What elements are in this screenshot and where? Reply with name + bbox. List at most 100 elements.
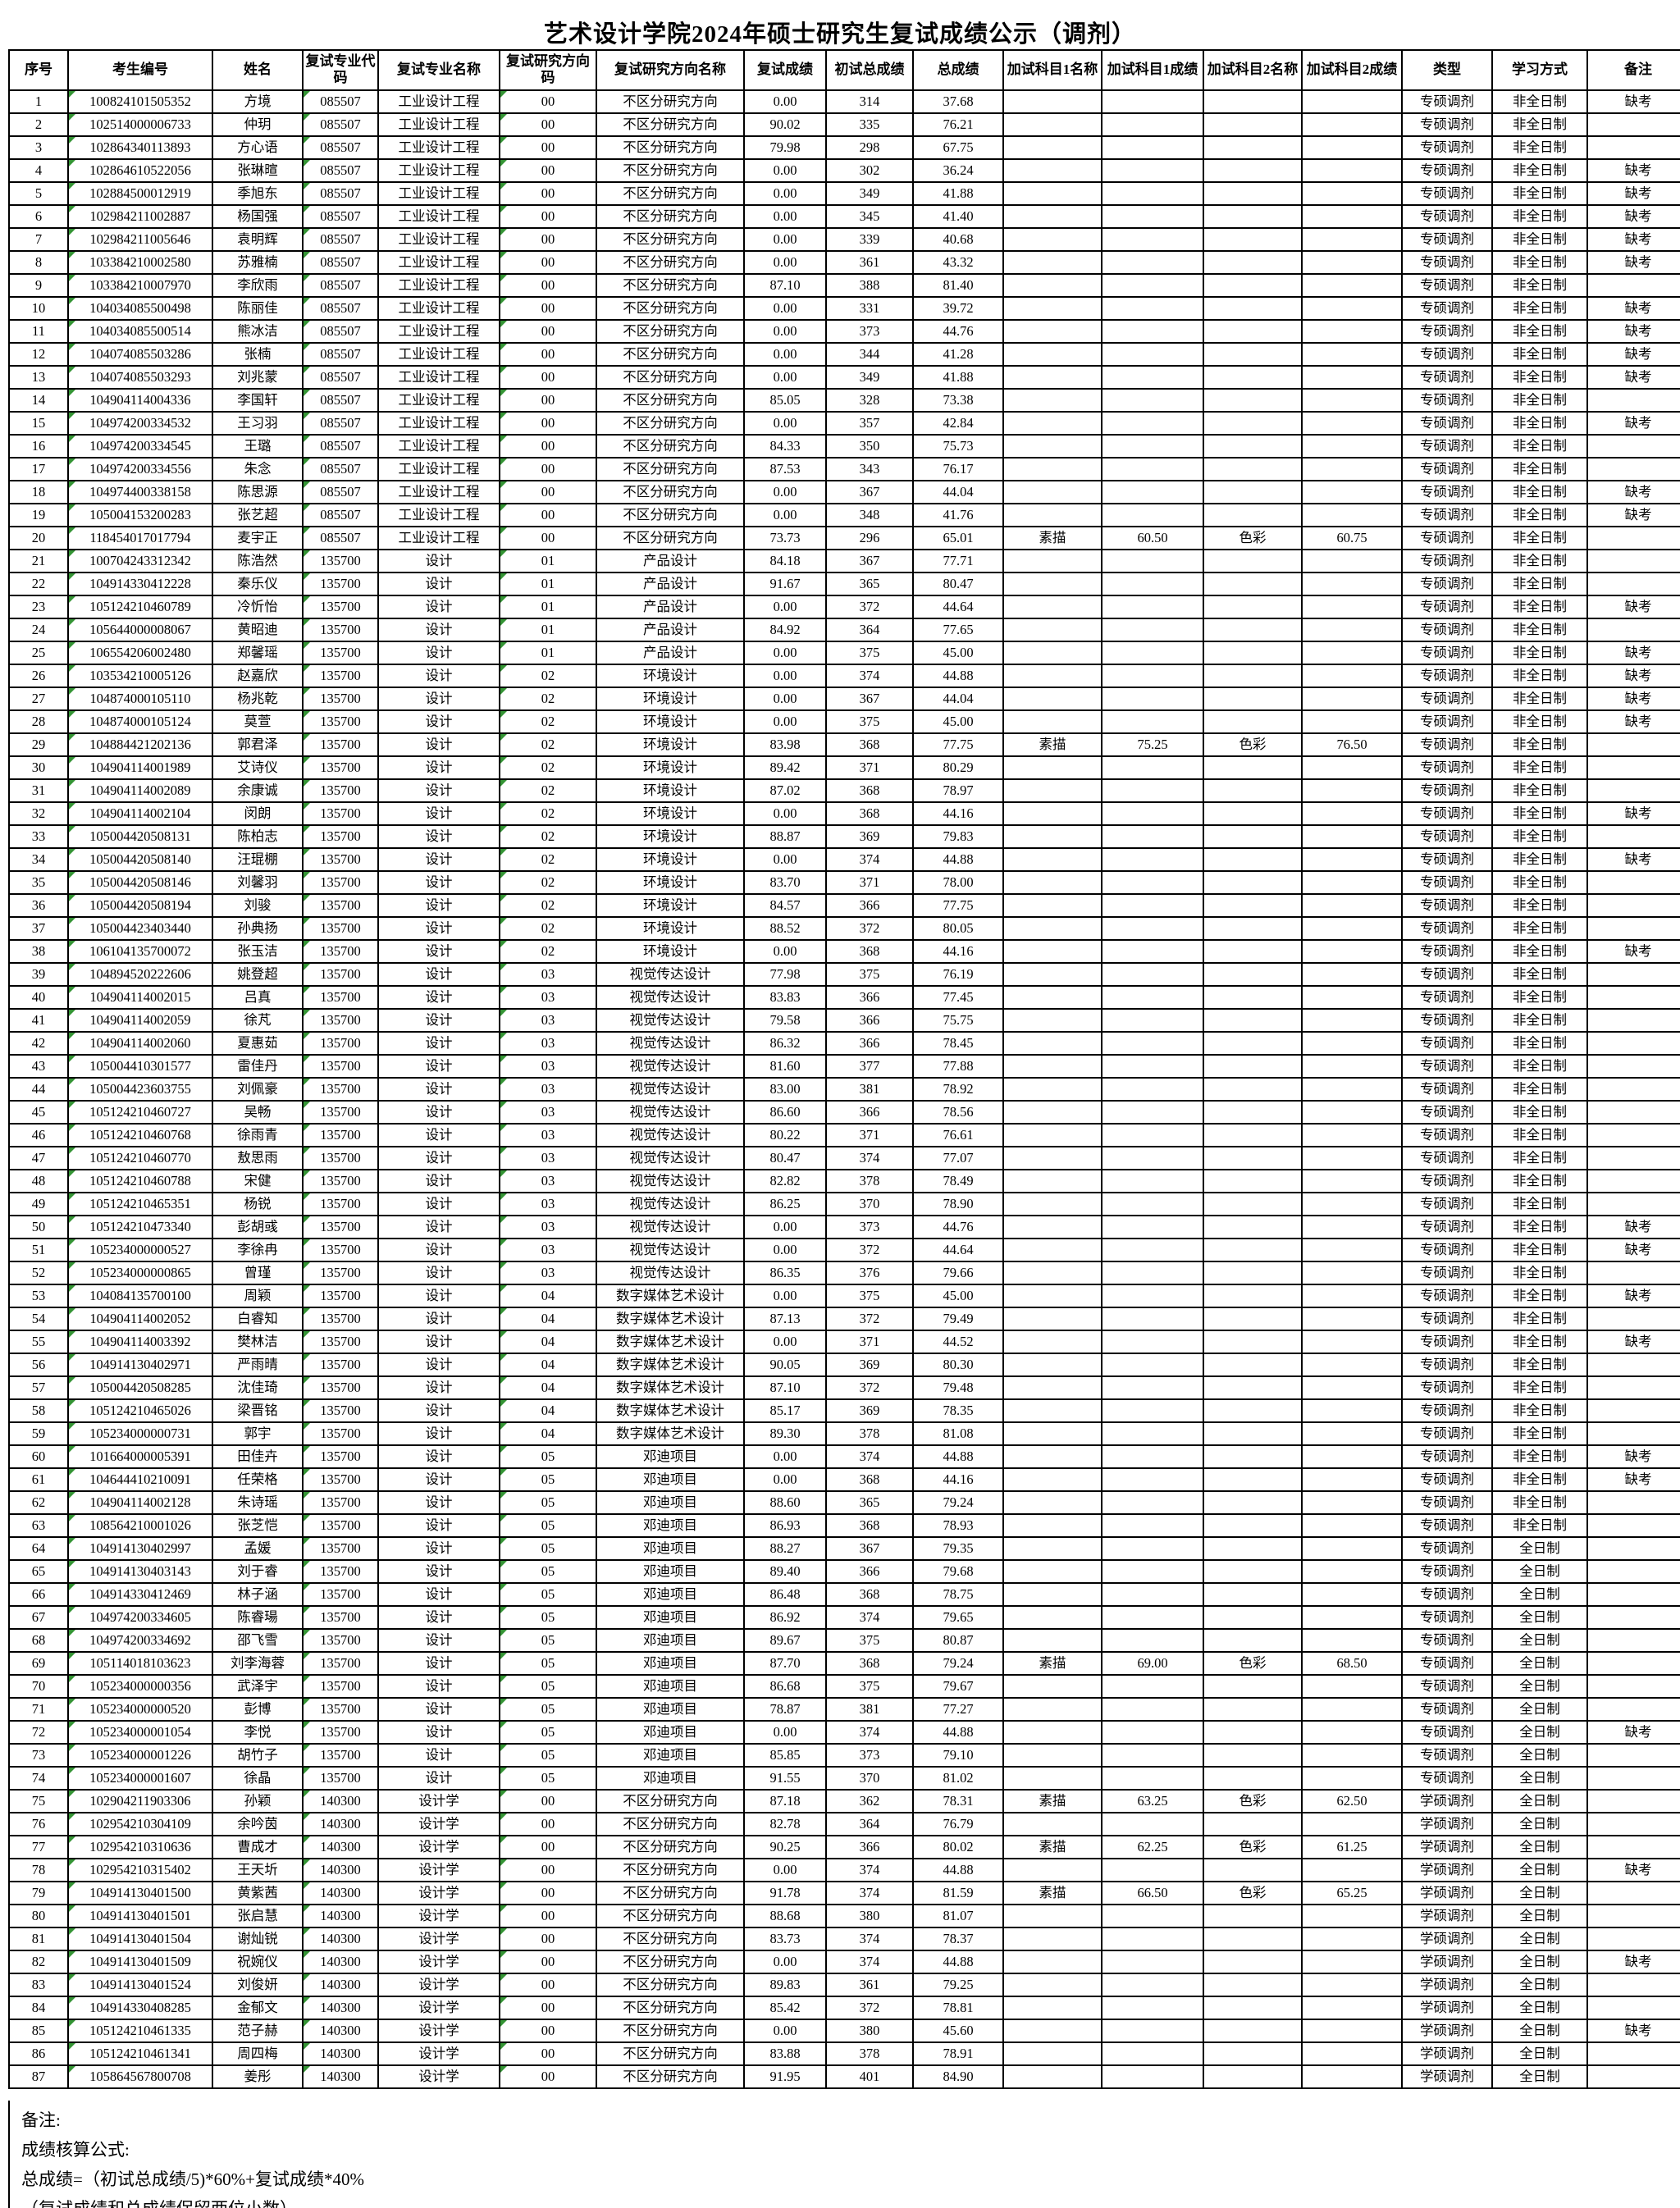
cell-type: 专硕调剂	[1401, 1765, 1493, 1791]
cell-retest-score: 82.82	[743, 1168, 827, 1193]
cell-major-code-with-comment-triangle-icon: 135700	[302, 1076, 379, 1102]
cell-retest-score: 0.00	[743, 2018, 827, 2043]
cell-study-mode: 非全日制	[1491, 1375, 1588, 1400]
cell-total-score: 36.24	[912, 157, 1004, 183]
cell-direction-code-with-comment-triangle-icon: 05	[499, 1489, 597, 1515]
cell-extra-subject2-score	[1301, 1467, 1403, 1492]
cell-retest-score: 84.18	[743, 548, 827, 573]
cell-extra-subject1-name	[1002, 1467, 1102, 1492]
cell-major-code-with-comment-triangle-icon: 135700	[302, 686, 379, 711]
cell-major-code-with-comment-triangle-icon: 140300	[302, 1834, 379, 1859]
cell-remark	[1586, 1673, 1680, 1699]
cell-direction-name: 不区分研究方向	[596, 1788, 745, 1813]
cell-name: 郑馨瑶	[212, 640, 304, 665]
cell-extra-subject2-score	[1301, 1329, 1403, 1354]
cell-extra-subject1-score	[1101, 1237, 1204, 1262]
cell-index: 23	[8, 594, 69, 619]
cell-direction-code-with-comment-triangle-icon: 00	[499, 456, 597, 481]
cell-initial-total-score: 328	[825, 387, 914, 413]
cell-name: 田佳卉	[212, 1444, 304, 1469]
cell-initial-total-score: 377	[825, 1053, 914, 1079]
cell-study-mode: 全日制	[1491, 1903, 1588, 1928]
cell-major-name: 设计	[377, 1535, 500, 1561]
table-row: 38 106104135700072 张玉洁 135700 设计 02 环境设计 0.00 36…	[8, 938, 1680, 964]
cell-major-name: 设计学	[377, 2041, 500, 2066]
cell-initial-total-score: 366	[825, 1099, 914, 1125]
cell-major-code-with-comment-triangle-icon: 085507	[302, 272, 379, 298]
cell-index: 43	[8, 1053, 69, 1079]
cell-initial-total-score: 373	[825, 318, 914, 344]
cell-extra-subject2-score	[1301, 571, 1403, 596]
cell-candidate-id-with-comment-triangle-icon: 102954210315402	[67, 1857, 213, 1882]
cell-retest-score: 87.70	[743, 1650, 827, 1676]
cell-index: 12	[8, 341, 69, 367]
cell-candidate-id-with-comment-triangle-icon: 104914130401524	[67, 1972, 213, 1997]
cell-major-code-with-comment-triangle-icon: 135700	[302, 1742, 379, 1768]
cell-type: 专硕调剂	[1401, 180, 1493, 206]
cell-extra-subject1-score	[1101, 1673, 1204, 1699]
cell-extra-subject1-score	[1101, 1030, 1204, 1056]
cell-extra-subject2-score	[1301, 961, 1403, 987]
cell-type: 学硕调剂	[1401, 1903, 1493, 1928]
cell-extra-subject2-score	[1301, 663, 1403, 688]
cell-initial-total-score: 368	[825, 1512, 914, 1538]
cell-direction-name: 环境设计	[596, 686, 745, 711]
cell-name: 余吟茵	[212, 1811, 304, 1836]
cell-index: 52	[8, 1260, 69, 1285]
cell-name: 陈思源	[212, 479, 304, 504]
cell-major-code-with-comment-triangle-icon: 135700	[302, 778, 379, 803]
cell-major-code-with-comment-triangle-icon: 135700	[302, 1650, 379, 1676]
cell-name: 杨锐	[212, 1191, 304, 1216]
cell-direction-name: 环境设计	[596, 823, 745, 849]
cell-extra-subject1-name	[1002, 318, 1102, 344]
table-row: 53 104084135700100 周颖 135700 设计 04 数字媒体艺术设计 0.0…	[8, 1283, 1680, 1308]
cell-major-name: 设计	[377, 1719, 500, 1745]
cell-extra-subject2-score	[1301, 1604, 1403, 1630]
cell-direction-code-with-comment-triangle-icon: 03	[499, 1237, 597, 1262]
cell-study-mode: 全日制	[1491, 1673, 1588, 1699]
cell-type: 专硕调剂	[1401, 594, 1493, 619]
cell-retest-score: 0.00	[743, 686, 827, 711]
cell-extra-subject2-name	[1203, 295, 1303, 321]
cell-major-code-with-comment-triangle-icon: 135700	[302, 823, 379, 849]
cell-study-mode: 非全日制	[1491, 249, 1588, 275]
cell-candidate-id-with-comment-triangle-icon: 104884421202136	[67, 732, 213, 757]
cell-extra-subject2-score	[1301, 295, 1403, 321]
cell-extra-subject2-score	[1301, 157, 1403, 183]
cell-name: 赵嘉欣	[212, 663, 304, 688]
cell-major-code-with-comment-triangle-icon: 135700	[302, 1214, 379, 1239]
cell-major-code-with-comment-triangle-icon: 140300	[302, 2041, 379, 2066]
cell-direction-name: 不区分研究方向	[596, 1972, 745, 1997]
cell-total-score: 75.75	[912, 1007, 1004, 1033]
cell-study-mode: 全日制	[1491, 1604, 1588, 1630]
cell-index: 61	[8, 1467, 69, 1492]
cell-type: 专硕调剂	[1401, 272, 1493, 298]
cell-candidate-id-with-comment-triangle-icon: 105124210465026	[67, 1398, 213, 1423]
cell-extra-subject2-name	[1203, 1329, 1303, 1354]
cell-remark	[1586, 1375, 1680, 1400]
cell-extra-subject1-score	[1101, 663, 1204, 688]
cell-total-score: 79.68	[912, 1558, 1004, 1584]
cell-extra-subject2-score	[1301, 364, 1403, 390]
table-row: 30 104904114001989 艾诗仪 135700 设计 02 环境设计 89.42 3…	[8, 755, 1680, 780]
cell-extra-subject1-name	[1002, 1581, 1102, 1607]
cell-extra-subject1-name	[1002, 1352, 1102, 1377]
table-row: 36 105004420508194 刘骏 135700 设计 02 环境设计 84.57 36…	[8, 892, 1680, 918]
cell-type: 专硕调剂	[1401, 1489, 1493, 1515]
cell-major-code-with-comment-triangle-icon: 135700	[302, 617, 379, 642]
cell-initial-total-score: 372	[825, 1995, 914, 2020]
cell-major-name: 工业设计工程	[377, 525, 500, 550]
cell-initial-total-score: 367	[825, 548, 914, 573]
cell-remark	[1586, 135, 1680, 160]
cell-major-name: 设计学	[377, 1880, 500, 1905]
cell-study-mode: 全日制	[1491, 1535, 1588, 1561]
cell-direction-name: 视觉传达设计	[596, 1214, 745, 1239]
cell-extra-subject2-name	[1203, 571, 1303, 596]
cell-remark	[1586, 1099, 1680, 1125]
cell-candidate-id-with-comment-triangle-icon: 102864610522056	[67, 157, 213, 183]
cell-candidate-id-with-comment-triangle-icon: 104904114002059	[67, 1007, 213, 1033]
cell-direction-name: 数字媒体艺术设计	[596, 1421, 745, 1446]
cell-extra-subject2-name	[1203, 387, 1303, 413]
cell-extra-subject2-score	[1301, 2041, 1403, 2066]
cell-candidate-id-with-comment-triangle-icon: 105004420508131	[67, 823, 213, 849]
